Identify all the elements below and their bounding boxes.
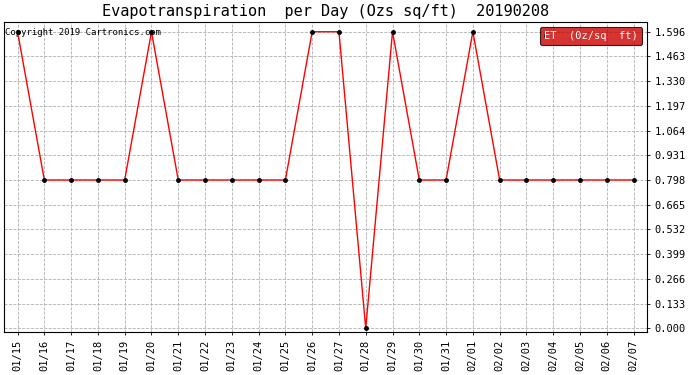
Text: Copyright 2019 Cartronics.com: Copyright 2019 Cartronics.com <box>6 28 161 37</box>
Title: Evapotranspiration  per Day (Ozs sq/ft)  20190208: Evapotranspiration per Day (Ozs sq/ft) 2… <box>102 4 549 19</box>
Legend: ET  (0z/sq  ft): ET (0z/sq ft) <box>540 27 642 45</box>
